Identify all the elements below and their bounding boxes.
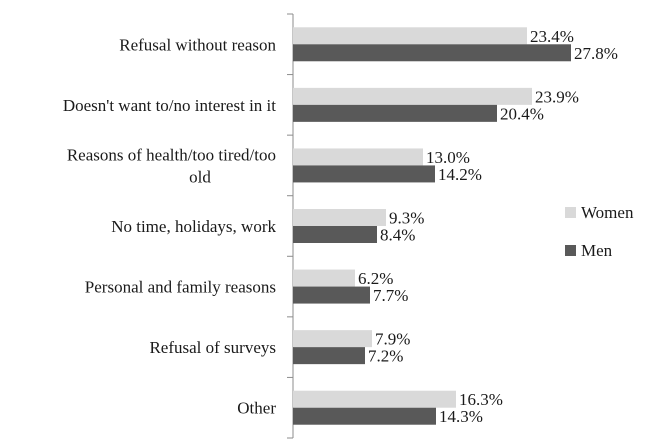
data-label-men: 7.2% xyxy=(368,347,403,366)
data-label-women: 7.9% xyxy=(375,330,410,349)
category-label: Reasons of health/too tired/too xyxy=(67,145,276,164)
data-label-women: 13.0% xyxy=(426,148,470,167)
category-label: No time, holidays, work xyxy=(111,217,276,236)
bar-men xyxy=(293,347,365,365)
legend-swatch-men xyxy=(565,245,576,256)
bar-men xyxy=(293,104,497,122)
bar-women xyxy=(293,87,532,105)
data-label-men: 14.2% xyxy=(438,165,482,184)
category-label: Personal and family reasons xyxy=(85,278,276,297)
legend-label-men: Men xyxy=(581,241,613,260)
data-label-women: 16.3% xyxy=(459,390,503,409)
data-label-men: 8.4% xyxy=(380,226,415,245)
data-label-men: 20.4% xyxy=(500,104,544,123)
bar-women xyxy=(293,27,527,45)
data-label-women: 6.2% xyxy=(358,269,393,288)
bar-men xyxy=(293,226,377,243)
bar-women xyxy=(293,390,456,408)
bar-men xyxy=(293,286,370,304)
category-label: Doesn't want to/no interest in it xyxy=(63,96,276,115)
bar-men xyxy=(293,407,436,425)
bar-men xyxy=(293,44,571,62)
bar-women xyxy=(293,269,355,287)
data-label-men: 27.8% xyxy=(574,44,618,63)
data-label-men: 7.7% xyxy=(373,286,408,305)
data-label-men: 14.3% xyxy=(439,407,483,426)
bar-men xyxy=(293,165,435,183)
category-label: Other xyxy=(237,399,276,418)
data-label-women: 23.4% xyxy=(530,27,574,46)
legend-label-women: Women xyxy=(581,203,634,222)
data-label-women: 23.9% xyxy=(535,87,579,106)
category-label: Refusal without reason xyxy=(119,35,276,54)
bar-women xyxy=(293,148,423,166)
legend-swatch-women xyxy=(565,207,576,218)
data-label-women: 9.3% xyxy=(389,209,424,228)
bar-women xyxy=(293,330,372,348)
category-label: Refusal of surveys xyxy=(149,338,276,357)
category-label: old xyxy=(189,167,211,186)
bar-women xyxy=(293,209,386,226)
